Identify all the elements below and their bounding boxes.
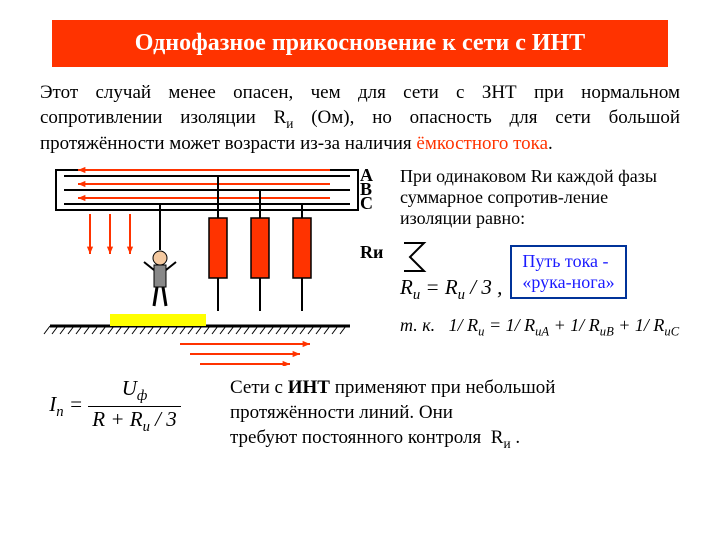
- intro-paragraph: Этот случай менее опасен, чем для сети с…: [40, 81, 680, 156]
- right-explain: При одинаковом Rи каждой фазы суммарное …: [400, 166, 680, 229]
- path-line2: «рука-нога»: [522, 272, 614, 293]
- path-line1: Путь тока -: [522, 251, 614, 272]
- tk-formula: т. к. 1/ Rи = 1/ RиA + 1/ RиB + 1/ RиC: [400, 315, 680, 340]
- title-bar: Однофазное прикосновение к сети с ИНТ: [52, 20, 668, 67]
- svg-text:C: C: [360, 193, 373, 213]
- svg-text:Rи: Rи: [360, 242, 383, 262]
- in-formula: Iп = Uф R + Rи / 3: [0, 376, 230, 435]
- current-path-box: Путь тока - «рука-нога»: [510, 245, 626, 299]
- bottom-sub: и: [503, 436, 510, 451]
- circuit-diagram: ABCRи: [40, 166, 390, 366]
- intro-emphasis: ёмкостного тока: [416, 133, 548, 154]
- sum-formula: Rи = Rи / 3 ,: [400, 239, 502, 304]
- bottom-paragraph: Сети с ИНТ применяют при небольшой протя…: [230, 376, 680, 451]
